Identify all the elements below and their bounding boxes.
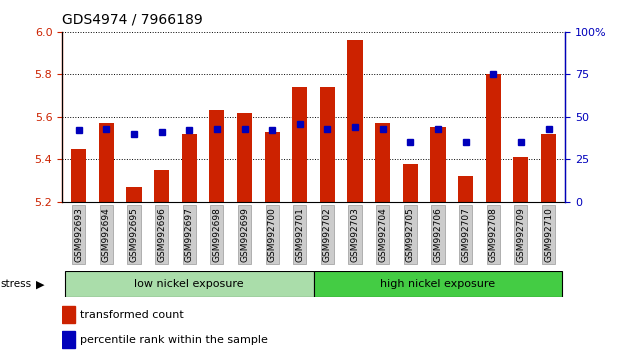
Bar bbox=[65, 271, 314, 297]
Text: GSM992703: GSM992703 bbox=[351, 207, 360, 262]
Text: GDS4974 / 7966189: GDS4974 / 7966189 bbox=[62, 12, 203, 27]
Bar bbox=[458, 176, 473, 202]
Bar bbox=[126, 187, 142, 202]
Bar bbox=[237, 113, 252, 202]
Text: GSM992698: GSM992698 bbox=[212, 207, 221, 262]
Bar bbox=[314, 271, 563, 297]
Text: GSM992701: GSM992701 bbox=[296, 207, 304, 262]
Text: GSM992710: GSM992710 bbox=[544, 207, 553, 262]
Bar bbox=[99, 123, 114, 202]
Text: GSM992705: GSM992705 bbox=[406, 207, 415, 262]
Text: GSM992706: GSM992706 bbox=[433, 207, 443, 262]
Bar bbox=[71, 149, 86, 202]
Bar bbox=[292, 87, 307, 202]
Text: GSM992699: GSM992699 bbox=[240, 207, 249, 262]
Text: GSM992708: GSM992708 bbox=[489, 207, 498, 262]
Bar bbox=[541, 134, 556, 202]
Bar bbox=[62, 331, 75, 348]
Bar bbox=[348, 40, 363, 202]
Bar bbox=[375, 123, 391, 202]
Bar bbox=[486, 74, 501, 202]
Text: GSM992696: GSM992696 bbox=[157, 207, 166, 262]
Text: GSM992694: GSM992694 bbox=[102, 207, 111, 262]
Text: GSM992700: GSM992700 bbox=[268, 207, 276, 262]
Text: ▶: ▶ bbox=[36, 279, 45, 289]
Text: GSM992702: GSM992702 bbox=[323, 207, 332, 262]
Bar bbox=[430, 127, 446, 202]
Bar bbox=[62, 306, 75, 323]
Bar bbox=[320, 87, 335, 202]
Bar bbox=[181, 134, 197, 202]
Bar bbox=[154, 170, 169, 202]
Text: percentile rank within the sample: percentile rank within the sample bbox=[79, 335, 268, 344]
Text: GSM992695: GSM992695 bbox=[129, 207, 138, 262]
Text: GSM992693: GSM992693 bbox=[74, 207, 83, 262]
Text: GSM992697: GSM992697 bbox=[184, 207, 194, 262]
Text: GSM992707: GSM992707 bbox=[461, 207, 470, 262]
Text: GSM992709: GSM992709 bbox=[517, 207, 525, 262]
Text: stress: stress bbox=[1, 279, 32, 289]
Bar bbox=[209, 110, 224, 202]
Bar bbox=[265, 132, 279, 202]
Text: high nickel exposure: high nickel exposure bbox=[381, 279, 496, 289]
Bar bbox=[514, 157, 528, 202]
Bar bbox=[403, 164, 418, 202]
Text: transformed count: transformed count bbox=[79, 310, 183, 320]
Text: GSM992704: GSM992704 bbox=[378, 207, 388, 262]
Text: low nickel exposure: low nickel exposure bbox=[134, 279, 244, 289]
